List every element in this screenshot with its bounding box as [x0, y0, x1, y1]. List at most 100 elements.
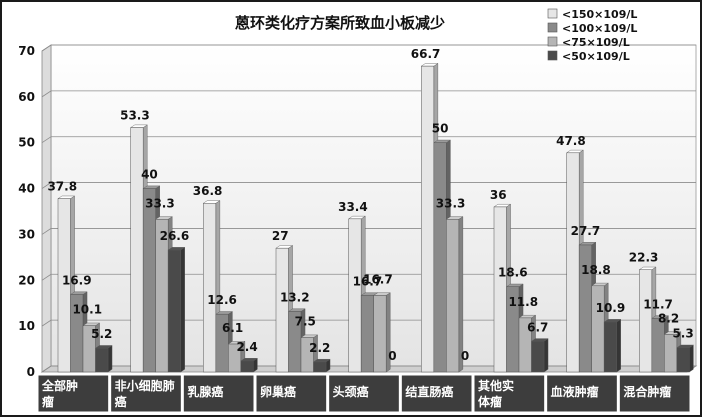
legend-swatch — [547, 50, 558, 61]
gridline — [41, 136, 696, 144]
category-label-box — [618, 374, 691, 413]
data-label: 18.6 — [498, 266, 528, 280]
bar — [95, 347, 109, 373]
data-label: 8.2 — [658, 311, 679, 325]
gridline — [41, 319, 696, 327]
data-label: 12.6 — [207, 293, 237, 307]
data-label: 36.8 — [193, 184, 223, 198]
y-tick-label: 50 — [18, 136, 35, 150]
data-label: 10.9 — [596, 301, 626, 315]
gridline — [41, 228, 696, 235]
data-label: 5.2 — [91, 327, 112, 341]
legend-swatch — [547, 22, 558, 33]
x-tick-label: 头颈癌 — [333, 384, 369, 399]
category-label-box — [255, 374, 328, 413]
bar — [493, 206, 507, 373]
y-tick-label: 20 — [18, 273, 35, 287]
legend-label: <50×109/L — [562, 50, 630, 63]
data-label: 16.7 — [353, 274, 383, 288]
data-label: 33.3 — [436, 196, 466, 210]
data-label: 18.8 — [581, 263, 611, 277]
bar — [676, 347, 690, 373]
category-label-box — [473, 374, 546, 413]
bar-side — [616, 318, 621, 373]
bar-side — [180, 246, 185, 373]
data-label: 2.2 — [309, 341, 330, 355]
data-label: 47.8 — [556, 134, 586, 148]
gridline — [41, 90, 696, 98]
data-label: 0 — [388, 349, 396, 363]
bar — [566, 152, 580, 373]
data-label: 11.7 — [643, 297, 673, 311]
y-tick-label: 40 — [18, 182, 35, 196]
bar — [130, 127, 144, 373]
bar — [167, 249, 181, 373]
data-label: 33.3 — [145, 196, 175, 210]
x-tick-label: 全部肿瘤 — [41, 378, 78, 409]
bar — [651, 318, 665, 373]
gridline — [41, 273, 696, 281]
x-tick-label: 卵巢癌 — [260, 384, 296, 399]
data-label: 0 — [461, 349, 469, 363]
data-label: 5.3 — [672, 327, 693, 341]
y-tick-label: 30 — [18, 227, 35, 241]
x-tick-label: 结直肠癌 — [405, 384, 453, 399]
bar — [421, 65, 435, 373]
data-label: 16.9 — [62, 274, 92, 288]
legend-label: <150×109/L — [562, 8, 637, 21]
x-tick-label: 混合肿瘤 — [623, 384, 671, 399]
bar — [240, 360, 254, 373]
bar — [446, 219, 460, 373]
bar-side — [689, 344, 694, 373]
data-label: 6.7 — [527, 320, 548, 334]
bar-side — [107, 345, 113, 373]
bar — [348, 218, 362, 373]
bar — [360, 295, 374, 373]
legend-swatch — [547, 8, 558, 19]
data-label: 10.1 — [72, 303, 102, 317]
data-label: 26.6 — [160, 229, 190, 243]
category-label-box — [37, 374, 110, 413]
category-label-box — [400, 374, 473, 413]
bar — [531, 341, 545, 373]
data-label: 11.8 — [508, 295, 538, 309]
data-label: 36 — [490, 188, 507, 202]
gridline — [41, 365, 696, 373]
data-label: 50 — [432, 122, 449, 136]
data-label: 7.5 — [295, 315, 316, 329]
legend-label: <75×109/L — [562, 36, 630, 49]
legend-swatch — [547, 36, 558, 47]
category-label-box — [110, 374, 182, 413]
x-tick-label: 乳腺癌 — [187, 384, 223, 399]
bar — [603, 321, 617, 373]
data-label: 27 — [272, 229, 289, 243]
bar — [215, 313, 229, 373]
data-label: 33.4 — [338, 200, 368, 214]
data-label: 27.7 — [571, 224, 601, 238]
bar — [275, 247, 289, 373]
data-label: 53.3 — [120, 109, 150, 123]
data-label: 66.7 — [411, 47, 441, 61]
chart-title: 蒽环类化疗方案所致血小板减少 — [235, 14, 445, 32]
y-tick-label: 10 — [18, 319, 35, 333]
x-tick-label: 非小细胞肺癌 — [115, 378, 175, 409]
bar — [300, 337, 314, 373]
bar — [142, 188, 156, 373]
bar — [639, 269, 653, 373]
bar — [228, 343, 242, 373]
bar — [313, 361, 327, 373]
bar — [203, 202, 217, 373]
category-label-box — [328, 374, 400, 413]
data-label: 16.7 — [363, 272, 393, 286]
gridline — [41, 44, 696, 52]
data-label: 22.3 — [629, 251, 659, 265]
bar — [57, 198, 71, 373]
x-tick-label: 其他实体瘤 — [478, 378, 514, 409]
y-tick-label: 70 — [18, 44, 35, 58]
data-label: 13.2 — [280, 290, 310, 304]
y-tick-label: 0 — [27, 365, 35, 379]
legend-label: <100×109/L — [562, 22, 637, 35]
category-label-box — [182, 374, 255, 413]
bar — [373, 295, 387, 373]
